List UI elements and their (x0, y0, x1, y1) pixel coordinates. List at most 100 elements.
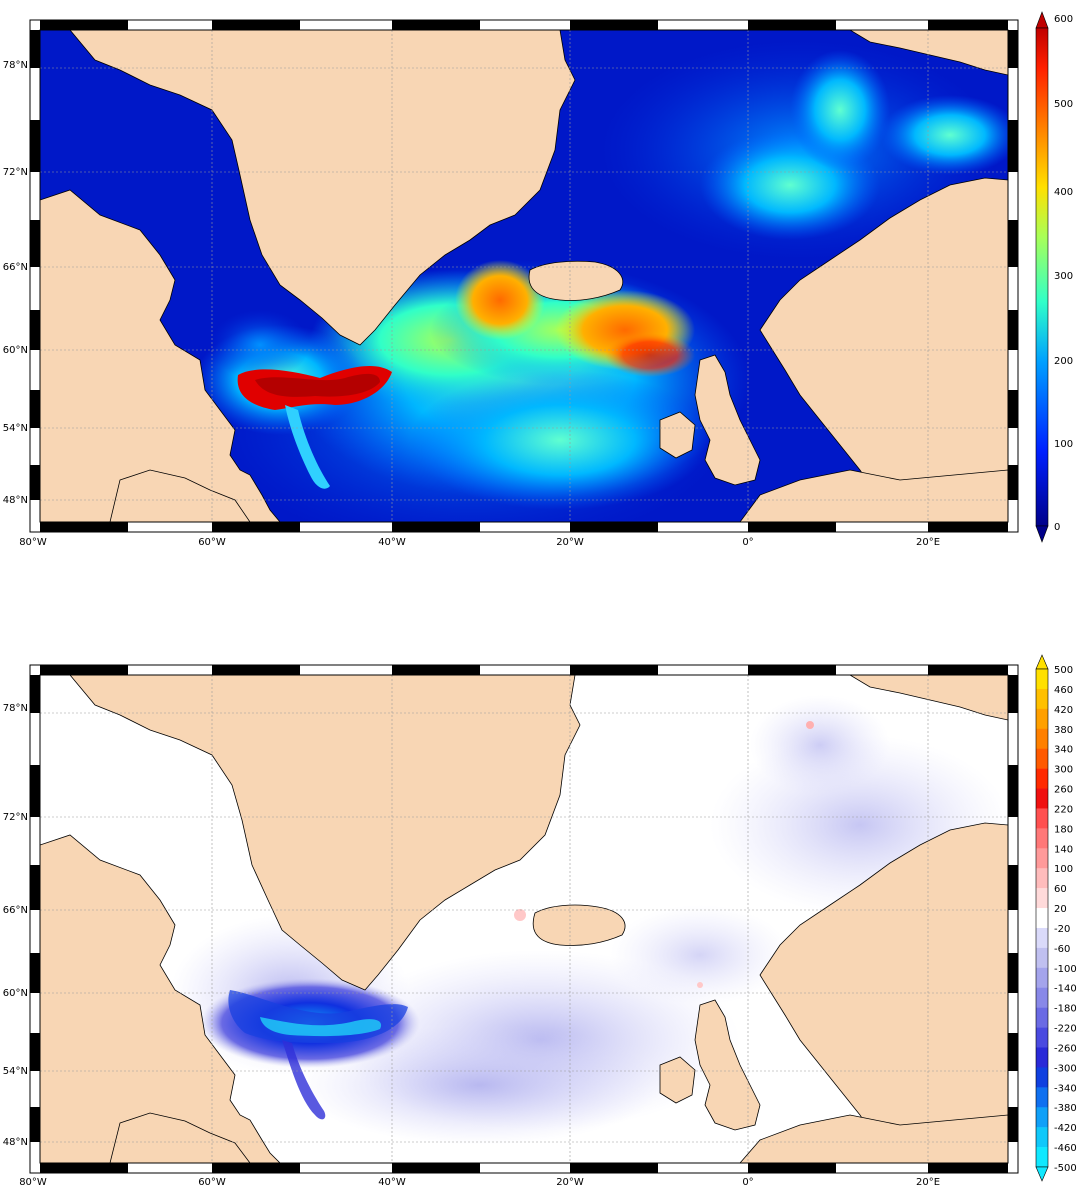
colorbar-cell (1036, 947, 1048, 969)
colorbar-tick: 200 (1054, 356, 1073, 367)
lat-label: 72°N (3, 812, 28, 823)
colorbar-tick: -180 (1054, 1004, 1077, 1015)
lon-label: 20°E (916, 1177, 940, 1188)
lon-label: 60°W (198, 1177, 226, 1188)
colorbar-tick: 380 (1054, 725, 1073, 736)
graticule (40, 675, 1008, 1163)
lon-label: 20°E (916, 537, 940, 548)
colorbar-tick: -140 (1054, 984, 1077, 995)
lon-label: 80°W (19, 537, 47, 548)
colorbar-cell (1036, 708, 1048, 730)
colorbar-tick: -460 (1054, 1143, 1077, 1154)
colorbar-cell (1036, 927, 1048, 949)
colorbar-tick: -340 (1054, 1083, 1077, 1094)
colorbar-tick: -260 (1054, 1043, 1077, 1054)
colorbar-ticks: 600 500 400 300 200 100 0 (1054, 14, 1073, 533)
colorbar-cells (1035, 668, 1049, 1168)
lat-label: 48°N (3, 495, 28, 506)
longitude-labels: 80°W 60°W 40°W 20°W 0° 20°E (19, 1177, 940, 1188)
colorbar-bottom: 500 460 420 380 340 300 260 220 180 140 100 60 20 -20… (1035, 654, 1077, 1182)
colorbar-tick: 60 (1054, 884, 1067, 895)
colorbar-tick: 400 (1054, 187, 1073, 198)
lat-label: 78°N (3, 703, 28, 714)
colorbar-tick: 100 (1054, 439, 1073, 450)
top-map-canvas (40, 30, 1008, 522)
colorbar-tick: 300 (1054, 271, 1073, 282)
colorbar-cell (1036, 1047, 1048, 1068)
colorbar-tick: -380 (1054, 1103, 1077, 1114)
lat-label: 72°N (3, 167, 28, 178)
lat-label: 54°N (3, 423, 28, 434)
colorbar-cell (1036, 908, 1048, 929)
lat-label: 48°N (3, 1137, 28, 1148)
colorbar-cell (1036, 728, 1048, 749)
colorbar-tick: -300 (1054, 1063, 1077, 1074)
colorbar-cell (1036, 1087, 1048, 1108)
graticule (40, 30, 1008, 522)
lat-label: 78°N (3, 60, 28, 71)
latitude-labels: 78°N 72°N 66°N 60°N 54°N 48°N (3, 703, 28, 1148)
colorbar-tick: 340 (1054, 745, 1073, 756)
colorbar-tick: -420 (1054, 1123, 1077, 1134)
colorbar-tick: -100 (1054, 964, 1077, 975)
lat-label: 60°N (3, 345, 28, 356)
lat-label: 54°N (3, 1066, 28, 1077)
colorbar-cell (1036, 967, 1048, 989)
colorbar-tick: 420 (1054, 705, 1073, 716)
colorbar-tick: -60 (1054, 944, 1070, 955)
colorbar-cell (1036, 987, 1048, 1008)
colorbar-cell (1036, 1107, 1048, 1128)
colorbar-cell (1036, 868, 1048, 889)
lat-label: 66°N (3, 262, 28, 273)
lon-label: 60°W (198, 537, 226, 548)
lon-label: 0° (742, 1177, 753, 1188)
lon-label: 20°W (556, 537, 584, 548)
colorbar-cell (1036, 1127, 1048, 1148)
colorbar-cell (1036, 688, 1048, 710)
colorbar-cell (1036, 1067, 1048, 1088)
colorbar-cell (1036, 788, 1048, 809)
lon-label: 40°W (378, 1177, 406, 1188)
colorbar-tick: 220 (1054, 804, 1073, 815)
colorbar-tick: 260 (1054, 785, 1073, 796)
lat-label: 66°N (3, 905, 28, 916)
lon-label: 80°W (19, 1177, 47, 1188)
bottom-map: 78°N 72°N 66°N 60°N 54°N 48°N 80°W 60°W … (3, 654, 1077, 1188)
colorbar-cell (1036, 828, 1048, 849)
lon-label: 20°W (556, 1177, 584, 1188)
top-map-panel: 78°N 72°N 66°N 60°N 54°N 48°N 80°W 60°W … (0, 0, 1084, 560)
bottom-map-panel: 78°N 72°N 66°N 60°N 54°N 48°N 80°W 60°W … (0, 645, 1084, 1194)
top-map: 78°N 72°N 66°N 60°N 54°N 48°N 80°W 60°W … (3, 11, 1073, 548)
colorbar-tick: 20 (1054, 904, 1067, 915)
colorbar-tick: -20 (1054, 924, 1070, 935)
colorbar-cell (1036, 808, 1048, 829)
colorbar-top: 600 500 400 300 200 100 0 (1035, 11, 1073, 543)
colorbar-tick: 180 (1054, 824, 1073, 835)
latitude-labels: 78°N 72°N 66°N 60°N 54°N 48°N (3, 60, 28, 506)
colorbar-cell (1036, 848, 1048, 869)
bottom-map-canvas (40, 675, 1008, 1163)
colorbar-cell (1036, 768, 1048, 789)
colorbar-cell (1036, 1007, 1048, 1028)
longitude-labels: 80°W 60°W 40°W 20°W 0° 20°E (19, 537, 940, 548)
colorbar-cell (1036, 888, 1048, 909)
colorbar-tick: 500 (1054, 99, 1073, 110)
colorbar-cell (1036, 1147, 1048, 1168)
colorbar-cell (1036, 669, 1048, 690)
colorbar-ticks: 500 460 420 380 340 300 260 220 180 140 100 60 20 -20… (1054, 665, 1077, 1174)
colorbar-cell (1036, 1027, 1048, 1048)
colorbar-cell (1036, 748, 1048, 769)
colorbar-tick: 0 (1054, 522, 1060, 533)
colorbar-tick: 500 (1054, 665, 1073, 676)
colorbar-tick: -500 (1054, 1163, 1077, 1174)
colorbar-tick: 140 (1054, 844, 1073, 855)
colorbar-tick: 600 (1054, 14, 1073, 25)
lat-label: 60°N (3, 988, 28, 999)
colorbar-tick: -220 (1054, 1024, 1077, 1035)
map-frame (29, 19, 1019, 533)
lon-label: 0° (742, 537, 753, 548)
colorbar-tick: 100 (1054, 864, 1073, 875)
lon-label: 40°W (378, 537, 406, 548)
map-frame (29, 664, 1019, 1174)
colorbar-tick: 460 (1054, 685, 1073, 696)
